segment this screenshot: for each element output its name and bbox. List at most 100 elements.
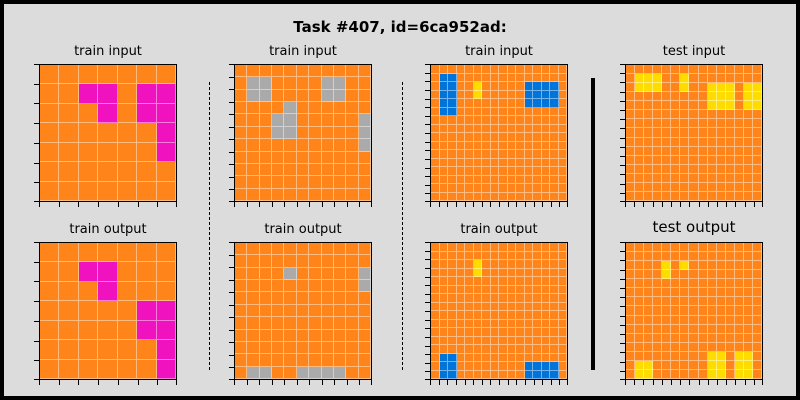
grid-cell xyxy=(698,164,708,174)
grid-cell xyxy=(490,370,499,379)
grid-cell xyxy=(680,83,690,93)
grid-cell xyxy=(653,101,663,111)
y-tick xyxy=(229,89,234,90)
grid-cell xyxy=(734,164,744,174)
grid-cell xyxy=(550,345,559,354)
grid-cell xyxy=(644,324,654,334)
grid-cell xyxy=(644,279,654,289)
grid-cell xyxy=(743,360,753,370)
grid-cell xyxy=(448,175,457,184)
grid-cell xyxy=(626,101,636,111)
grid-cell xyxy=(321,366,334,379)
grid-cell xyxy=(259,139,273,152)
y-tick xyxy=(34,360,39,361)
y-tick xyxy=(620,270,625,271)
grid-cell xyxy=(558,362,567,371)
grid-cell xyxy=(662,315,672,325)
grid-cell xyxy=(482,184,491,193)
grid-cell xyxy=(689,369,699,379)
grid-cell xyxy=(473,268,482,277)
grid-cell xyxy=(550,90,559,99)
grid-cell xyxy=(156,65,176,85)
y-tick xyxy=(229,267,234,268)
grid-cell xyxy=(473,294,482,303)
grid-cell xyxy=(490,285,499,294)
grid-cell xyxy=(734,324,744,334)
grid-cell xyxy=(439,124,448,133)
grid-cell xyxy=(707,191,717,201)
grid-cell xyxy=(725,342,735,352)
grid-cell xyxy=(671,315,681,325)
grid-cell xyxy=(734,155,744,165)
grid-cell xyxy=(284,114,297,127)
grid-cell xyxy=(321,114,334,127)
grid-cell xyxy=(499,345,508,354)
grid-cell xyxy=(59,359,79,379)
grid-cell xyxy=(752,252,762,262)
grid-cell xyxy=(671,101,681,111)
grid-cell xyxy=(524,294,533,303)
grid-cell xyxy=(78,181,99,201)
grid-cell xyxy=(59,281,79,302)
grid-cell xyxy=(456,319,465,328)
grid-cell xyxy=(541,175,550,184)
grid-cell xyxy=(431,285,440,294)
grid-cell xyxy=(499,311,508,320)
grid-cell xyxy=(558,99,567,108)
grid-cell xyxy=(533,362,542,371)
grid-cell xyxy=(541,311,550,320)
grid-cell xyxy=(516,353,525,362)
grid-cell xyxy=(235,341,248,355)
grid-cell xyxy=(358,126,371,140)
grid-cell xyxy=(689,110,699,120)
grid-cell xyxy=(533,107,542,116)
grid-cell xyxy=(456,260,465,269)
grid-cell xyxy=(644,110,654,120)
grid-cell xyxy=(499,184,508,193)
grid-cell xyxy=(473,158,482,167)
grid-cell xyxy=(752,270,762,280)
grid-cell xyxy=(259,304,273,318)
grid-cell xyxy=(439,260,448,269)
grid-cell xyxy=(653,65,663,75)
grid-cell xyxy=(439,345,448,354)
grid-cell xyxy=(284,151,297,164)
y-tick xyxy=(34,301,39,302)
grid-cell xyxy=(358,317,371,330)
grid-cell xyxy=(550,328,559,337)
grid-cell xyxy=(137,281,157,302)
grid-cell xyxy=(558,192,567,201)
grid-cell xyxy=(653,92,663,102)
grid-cell xyxy=(431,73,440,82)
y-tick xyxy=(425,64,430,65)
grid-cell xyxy=(358,329,371,342)
grid-cell xyxy=(490,328,499,337)
grid-cell xyxy=(456,370,465,379)
grid-cell xyxy=(346,304,359,318)
y-tick xyxy=(620,343,625,344)
grid-cell xyxy=(439,158,448,167)
x-axis-ticks xyxy=(234,380,372,385)
grid-cell xyxy=(558,116,567,125)
grid-cell xyxy=(482,319,491,328)
grid-cell xyxy=(653,270,663,280)
separator-solid xyxy=(591,78,595,370)
grid-cell xyxy=(346,292,359,305)
x-tick xyxy=(59,202,60,207)
grid-cell xyxy=(309,102,322,115)
grid-cell xyxy=(533,302,542,311)
x-tick xyxy=(735,380,736,385)
grid-cell xyxy=(439,141,448,150)
grid-cell xyxy=(716,270,726,280)
grid-cell xyxy=(716,173,726,183)
grid-cell xyxy=(272,267,285,281)
grid-cell xyxy=(752,83,762,93)
x-tick xyxy=(625,380,626,385)
x-tick xyxy=(309,380,310,385)
grid-cell xyxy=(431,99,440,108)
grid-cell xyxy=(671,119,681,129)
grid-cell xyxy=(456,82,465,91)
grid-cell xyxy=(431,175,440,184)
grid-cell xyxy=(716,333,726,343)
